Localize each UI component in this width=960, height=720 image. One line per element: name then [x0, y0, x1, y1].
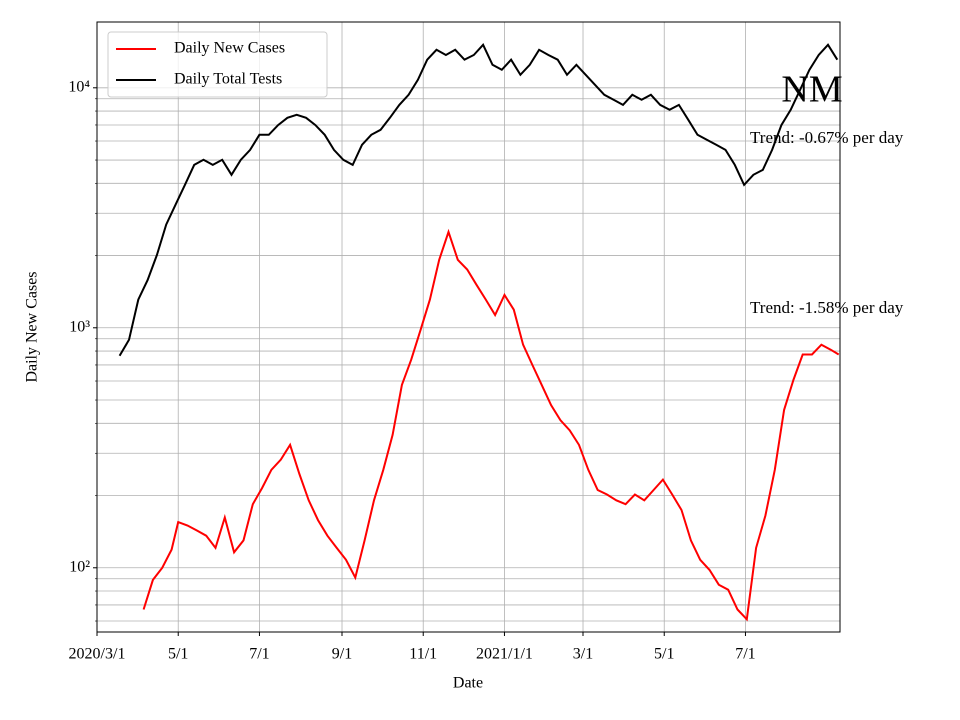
x-tick-label: 3/1: [573, 646, 593, 663]
y-tick-label: 10⁴: [68, 78, 90, 95]
annotation: NM: [781, 69, 842, 111]
annotation: Trend: -1.58% per day: [750, 298, 904, 317]
x-tick-label: 7/1: [249, 646, 269, 663]
x-tick-label: 5/1: [168, 646, 188, 663]
x-tick-label: 7/1: [735, 646, 755, 663]
x-tick-label: 9/1: [332, 646, 352, 663]
legend-label: Daily Total Tests: [174, 71, 282, 88]
y-tick-label: 10³: [69, 318, 90, 335]
x-tick-label: 2021/1/1: [476, 646, 533, 663]
x-tick-label: 2020/3/1: [69, 646, 126, 663]
plot-frame: [96, 21, 841, 633]
annotation: Trend: -0.67% per day: [750, 128, 904, 147]
y-axis-label: Daily New Cases: [24, 271, 41, 382]
series-line: [142, 228, 840, 622]
x-axis-label: Date: [453, 675, 483, 692]
legend-label: Daily New Cases: [174, 40, 285, 57]
y-tick-label: 10²: [69, 558, 90, 575]
x-tick-label: 5/1: [654, 646, 674, 663]
series-line: [118, 43, 839, 357]
x-tick-label: 11/1: [409, 646, 437, 663]
legend-box: [107, 31, 328, 98]
